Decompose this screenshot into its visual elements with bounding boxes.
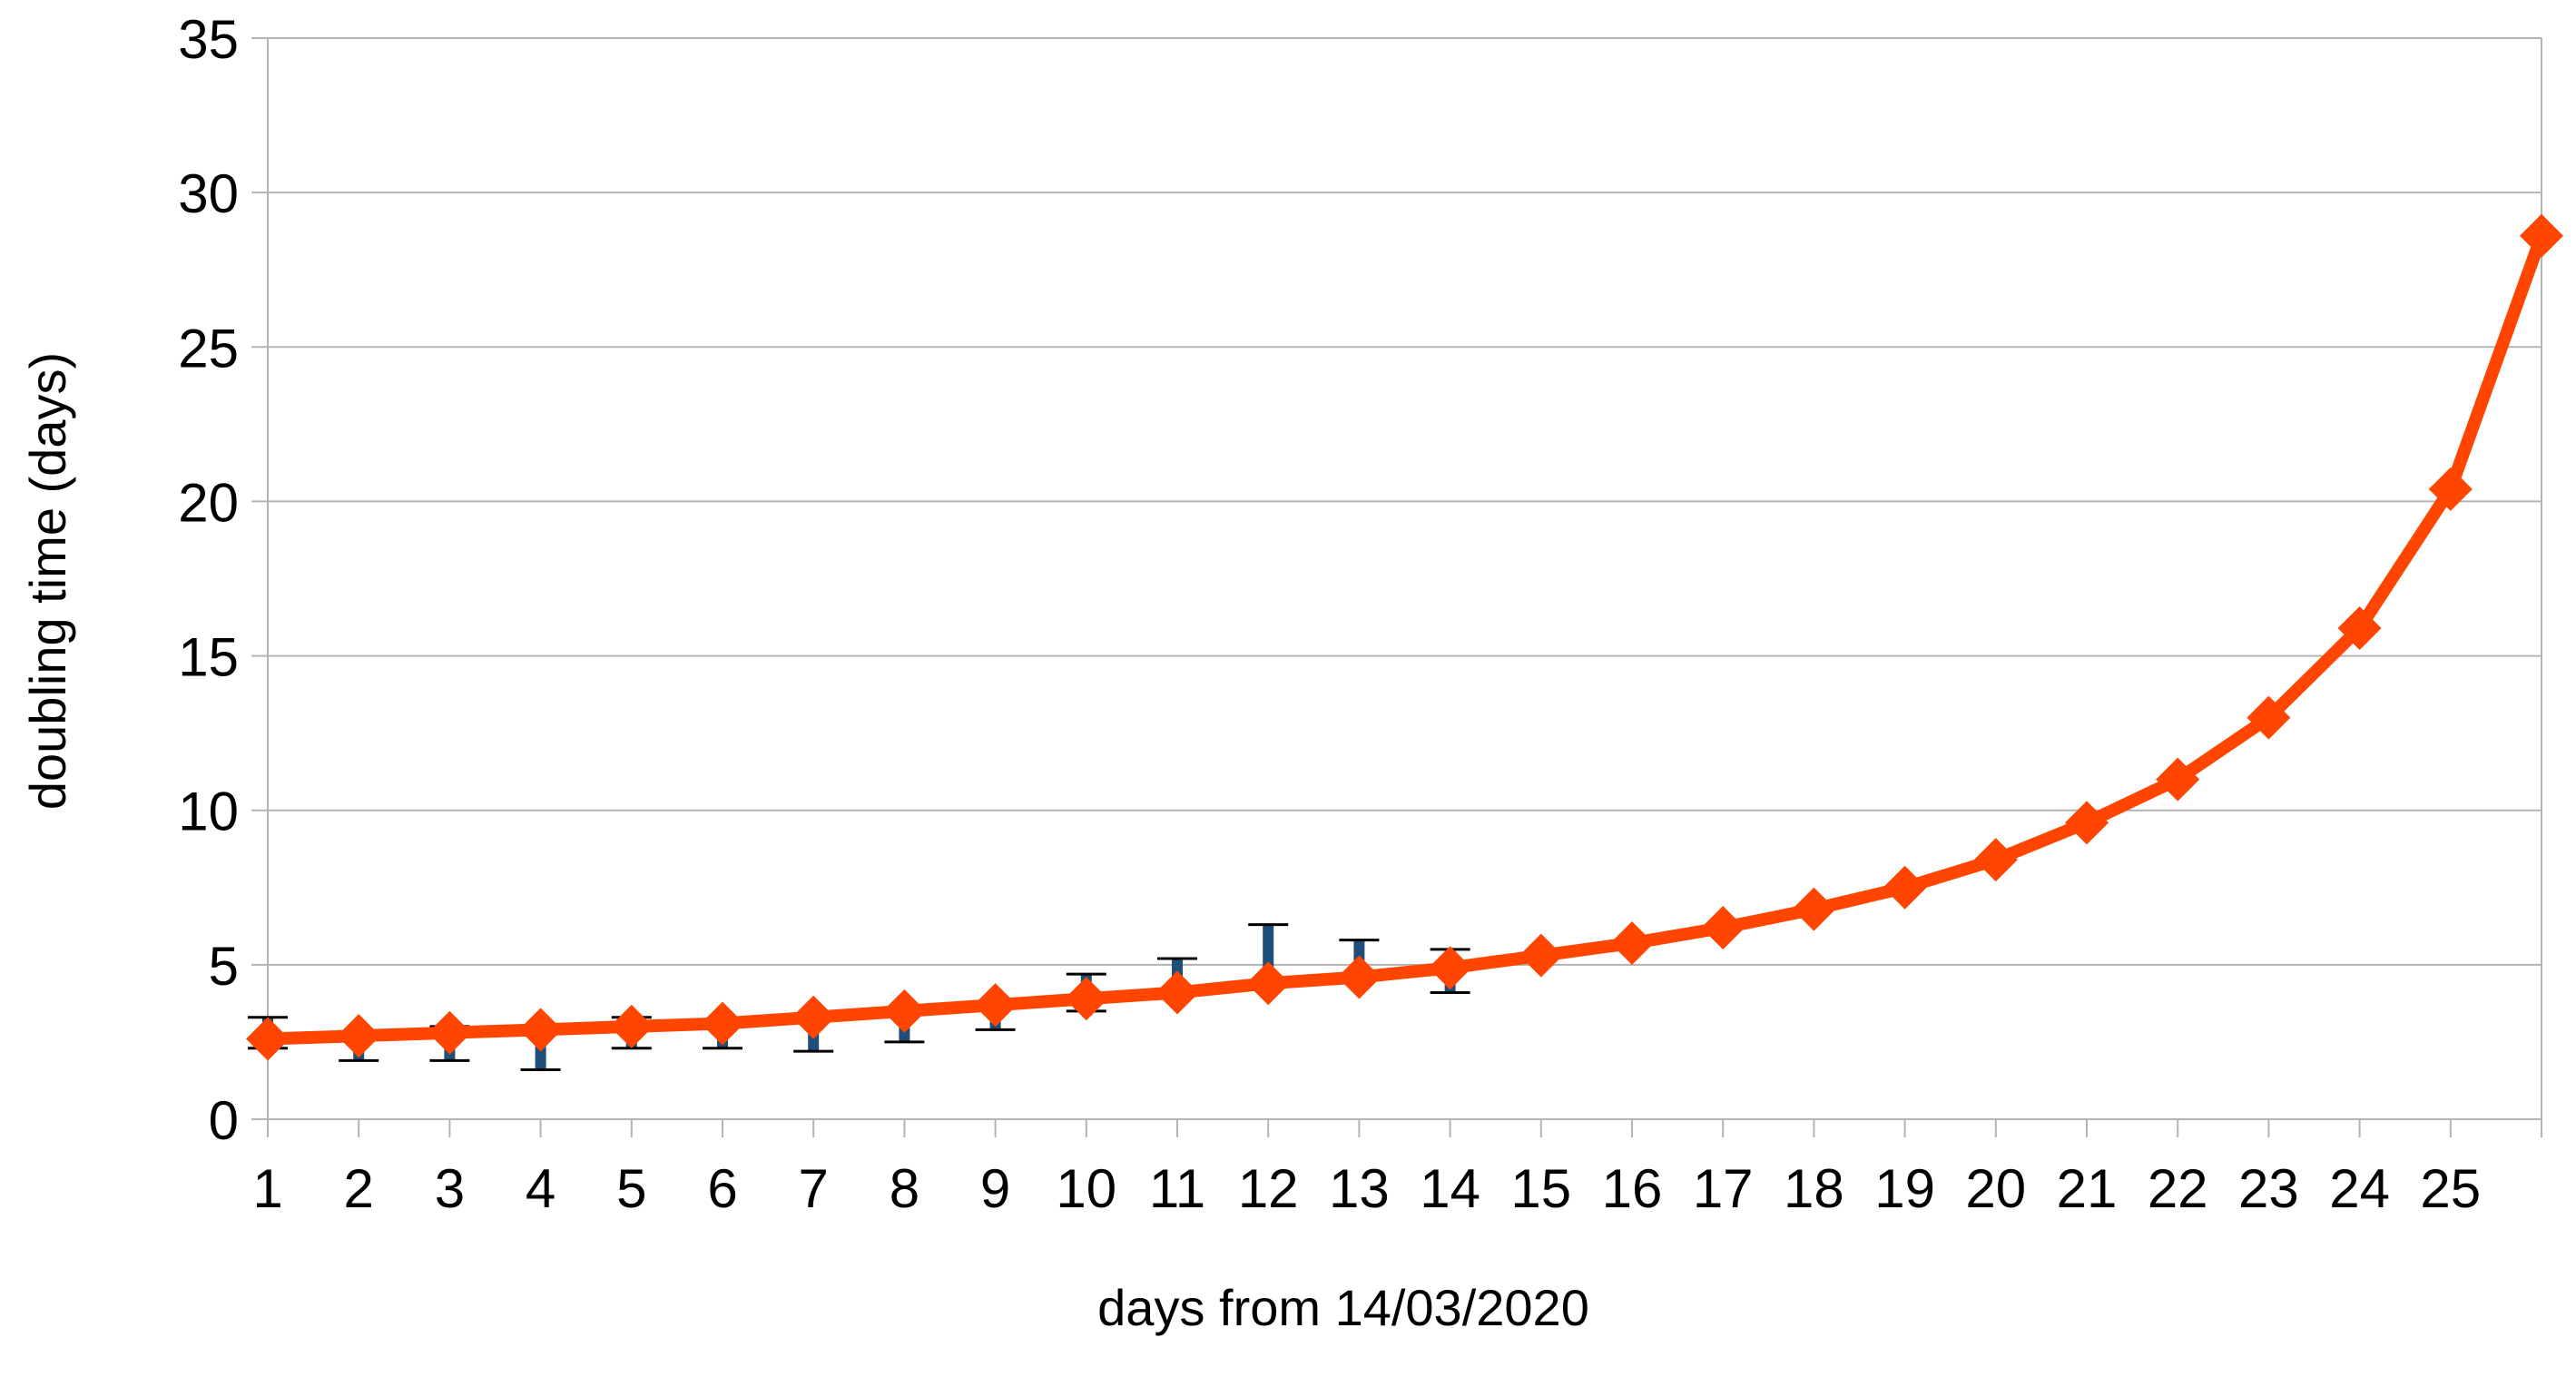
x-tick-label-7: 7	[799, 1158, 829, 1219]
data-point-12	[1246, 961, 1291, 1006]
data-point-8	[882, 989, 927, 1033]
x-tick-label-24: 24	[2329, 1158, 2390, 1219]
x-tick-label-4: 4	[526, 1158, 556, 1219]
x-tick-label-23: 23	[2238, 1158, 2299, 1219]
data-point-25	[2428, 467, 2473, 511]
x-tick-label-10: 10	[1056, 1158, 1116, 1219]
x-tick-label-18: 18	[1784, 1158, 1844, 1219]
data-point-9	[973, 983, 1018, 1028]
data-point-21	[2065, 801, 2109, 845]
x-tick-label-19: 19	[1874, 1158, 1935, 1219]
x-tick-label-20: 20	[1965, 1158, 2026, 1219]
x-tick-label-16: 16	[1602, 1158, 1663, 1219]
data-point-3	[428, 1010, 472, 1055]
x-tick-label-14: 14	[1420, 1158, 1480, 1219]
data-point-19	[1883, 865, 1927, 910]
grid-lines	[268, 37, 2542, 1120]
y-tick-label-30: 30	[178, 163, 239, 224]
data-point-22	[2156, 757, 2200, 802]
x-tick-label-3: 3	[435, 1158, 465, 1219]
data-point-20	[1973, 838, 2018, 882]
y-tick-label-15: 15	[178, 627, 239, 688]
x-tick-label-15: 15	[1510, 1158, 1571, 1219]
data-point-14	[1428, 946, 1472, 990]
data-point-13	[1337, 955, 1381, 999]
axes	[251, 37, 2542, 1137]
data-point-24	[2337, 605, 2382, 650]
x-tick-label-5: 5	[616, 1158, 646, 1219]
x-tick-label-25: 25	[2420, 1158, 2481, 1219]
x-axis-title: days from 14/03/2020	[1097, 1279, 1589, 1336]
x-tick-label-2: 2	[344, 1158, 374, 1219]
y-tick-label-10: 10	[178, 782, 239, 842]
y-tick-label-5: 5	[209, 936, 239, 997]
x-tick-label-21: 21	[2057, 1158, 2118, 1219]
x-tick-label-9: 9	[980, 1158, 1010, 1219]
x-tick-label-22: 22	[2148, 1158, 2208, 1219]
data-point-6	[701, 1001, 744, 1046]
x-tick-label-13: 13	[1329, 1158, 1390, 1219]
y-tick-label-35: 35	[178, 9, 239, 70]
y-axis-title: doubling time (days)	[19, 352, 76, 810]
y-tick-label-0: 0	[209, 1090, 239, 1151]
data-point-11	[1155, 970, 1199, 1015]
data-point-17	[1701, 906, 1745, 950]
data-point-15	[1519, 933, 1563, 978]
data-point-5	[609, 1004, 654, 1048]
data-point-7	[791, 995, 836, 1039]
x-tick-label-11: 11	[1149, 1158, 1205, 1219]
data-point-23	[2247, 695, 2291, 740]
x-tick-label-1: 1	[252, 1158, 282, 1219]
data-point-26	[2520, 213, 2563, 258]
error-bars	[248, 923, 1470, 1072]
x-tick-label-17: 17	[1693, 1158, 1754, 1219]
series	[246, 213, 2563, 1061]
x-tick-label-6: 6	[707, 1158, 737, 1219]
x-tick-label-8: 8	[890, 1158, 919, 1219]
data-point-1	[246, 1017, 290, 1061]
data-point-10	[1064, 977, 1108, 1021]
data-point-2	[337, 1014, 381, 1058]
x-tick-label-12: 12	[1238, 1158, 1299, 1219]
y-tick-label-20: 20	[178, 472, 239, 533]
y-tick-label-25: 25	[178, 318, 239, 379]
data-point-4	[518, 1008, 563, 1052]
data-point-16	[1610, 921, 1654, 966]
data-point-18	[1792, 887, 1836, 931]
series-line-0	[261, 229, 2548, 1046]
